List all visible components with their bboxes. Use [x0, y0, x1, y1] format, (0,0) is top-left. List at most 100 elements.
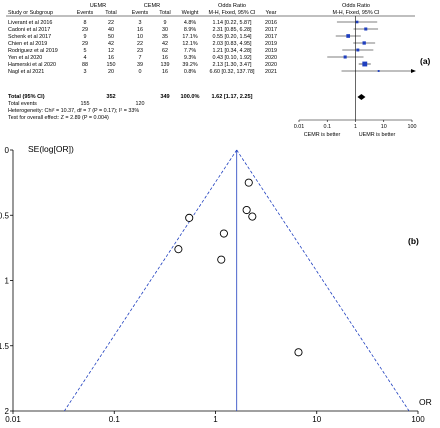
funnel-x-tick-label: 10	[312, 415, 321, 423]
funnel-study-point	[244, 178, 253, 187]
forest-x-tick-label: 1	[354, 124, 357, 130]
forest-cell-t2: 35	[162, 34, 168, 40]
forest-or-marker	[356, 48, 360, 52]
forest-cell-t1: 16	[108, 55, 114, 61]
forest-cell-e2: 22	[137, 41, 143, 47]
total-t2: 349	[160, 94, 169, 100]
forest-or-marker	[362, 61, 368, 67]
forest-cell-e1: 3	[84, 69, 87, 75]
forest-ci-arrow	[411, 69, 416, 73]
total-events-e1: 155	[81, 101, 90, 107]
forest-cell-e1: 88	[82, 62, 88, 68]
funnel-right-bound	[236, 149, 410, 412]
forest-cell-t1: 22	[108, 20, 114, 26]
funnel-xlabel: OR	[419, 397, 432, 407]
forest-x-tick-label: 0.01	[294, 124, 305, 130]
forest-cell-t2: 16	[162, 69, 168, 75]
forest-cell-t1: 42	[108, 41, 114, 47]
forest-cell-ci: 2.03 [0.83, 4.95]	[213, 41, 252, 47]
forest-cell-e2: 0	[139, 69, 142, 75]
funnel-study-point	[219, 229, 228, 238]
forest-cell-e1: 9	[84, 34, 87, 40]
forest-cell-year: 2019	[265, 48, 277, 54]
funnel-study-point	[242, 205, 251, 215]
header-total2: Total	[159, 10, 170, 16]
forest-or-marker	[343, 55, 347, 59]
total-t1: 352	[106, 94, 115, 100]
forest-cell-study: Schenk et al 2017	[8, 34, 51, 40]
funnel-x-tick-label: 100	[411, 415, 425, 423]
funnel-x-tick-label: 0.1	[109, 415, 121, 423]
forest-cell-t1: 50	[108, 34, 114, 40]
favours-left-label: CEMR is better	[304, 132, 341, 138]
header-group2: CEMR	[144, 3, 160, 9]
forest-plot-area: 0.01 0.1 1 10 100	[294, 16, 417, 130]
forest-cell-year: 2020	[265, 62, 277, 68]
forest-cell-year: 2019	[265, 41, 277, 47]
funnel-ylabel: SE(log[OR])	[28, 144, 74, 154]
heterogeneity-text: Heterogeneity: Chi² = 10.37, df = 7 (P =…	[8, 108, 139, 114]
total-weight: 100.0%	[181, 94, 200, 100]
forest-cell-t1: 20	[108, 69, 114, 75]
header-total1: Total	[105, 10, 116, 16]
forest-cell-t1: 150	[107, 62, 116, 68]
forest-cell-year: 2017	[265, 34, 277, 40]
header-plot-top: Odds Ratio	[342, 3, 370, 9]
forest-cell-e1: 29	[82, 27, 88, 33]
funnel-study-point	[174, 245, 183, 254]
total-label: Total (95% CI)	[8, 94, 45, 100]
forest-cell-year: 2020	[265, 55, 277, 61]
overall-effect-text: Test for overall effect: Z = 2.89 (P = 0…	[8, 115, 109, 121]
forest-cell-e2: 39	[137, 62, 143, 68]
forest-x-tick-label: 0.1	[324, 124, 332, 130]
forest-cell-ci: 6.60 [0.32, 137.78]	[210, 69, 255, 75]
forest-cell-t2: 9	[164, 20, 167, 26]
funnel-y-tick-label: 2	[5, 407, 10, 416]
forest-or-marker	[377, 70, 380, 72]
forest-cell-study: Hamerski et al 2020	[8, 62, 56, 68]
forest-cell-ci: 1.14 [0.22, 5.87]	[213, 20, 252, 26]
forest-cell-e2: 10	[137, 34, 143, 40]
forest-cell-study: Liverant et al 2016	[8, 20, 52, 26]
forest-cell-weight: 4.8%	[184, 20, 196, 26]
panel-label-a: (a)	[420, 56, 431, 66]
total-ci: 1.62 [1.17, 2.25]	[211, 94, 252, 100]
forest-cell-year: 2016	[265, 20, 277, 26]
forest-cell-weight: 39.2%	[182, 62, 197, 68]
forest-rows: Liverant et al 2016 8 22 3 9 4.8% 1.14 [0.22, …	[8, 20, 277, 75]
forest-cell-study: Chien et al 2019	[8, 41, 47, 47]
panel-label-b: (b)	[408, 236, 419, 246]
forest-cell-study: Cadoni et al 2017	[8, 27, 50, 33]
forest-x-tick-label: 10	[381, 124, 387, 130]
forest-cell-e2: 16	[137, 27, 143, 33]
forest-cell-t1: 12	[108, 48, 114, 54]
forest-cell-t2: 16	[162, 55, 168, 61]
funnel-plot-svg: SE(log[OR]) OR (b) 0 0.5 1 1.5 20.01 0.1 1 10 10…	[0, 144, 432, 424]
forest-cell-year: 2017	[265, 27, 277, 33]
forest-total-diamond	[357, 94, 366, 100]
header-events1: Events	[77, 10, 94, 16]
forest-cell-e1: 5	[84, 48, 87, 54]
forest-cell-study: Rodriguez et al 2019	[8, 48, 58, 54]
forest-plot-panel: UEMR CEMR Odds Ratio Odds Ratio Study or…	[0, 0, 440, 140]
header-or-sub: M-H, Fixed, 95% CI	[208, 10, 255, 16]
forest-cell-e1: 8	[84, 20, 87, 26]
funnel-y-tick-label: 0.5	[0, 211, 10, 220]
forest-cell-e2: 23	[137, 48, 143, 54]
forest-cell-t2: 139	[161, 62, 170, 68]
forest-or-marker	[355, 20, 359, 24]
forest-cell-weight: 0.8%	[184, 69, 196, 75]
forest-plot-svg: UEMR CEMR Odds Ratio Odds Ratio Study or…	[6, 3, 431, 138]
forest-cell-weight: 17.1%	[182, 34, 197, 40]
funnel-x-tick-label: 1	[213, 415, 218, 423]
header-group1: UEMR	[90, 3, 106, 9]
total-events-label: Total events	[8, 101, 37, 107]
forest-cell-weight: 7.7%	[184, 48, 196, 54]
forest-cell-study: Yen et al 2020	[8, 55, 42, 61]
funnel-y-tick-label: 0	[5, 146, 10, 155]
funnel-plot-area: 0 0.5 1 1.5 20.01 0.1 1 10 100	[0, 146, 425, 424]
forest-cell-t1: 40	[108, 27, 114, 33]
total-events-e2: 120	[136, 101, 145, 107]
funnel-left-bound	[64, 149, 238, 412]
funnel-plot-panel: SE(log[OR]) OR (b) 0 0.5 1 1.5 2 0.01 0.1 1 10 10…	[0, 140, 440, 424]
